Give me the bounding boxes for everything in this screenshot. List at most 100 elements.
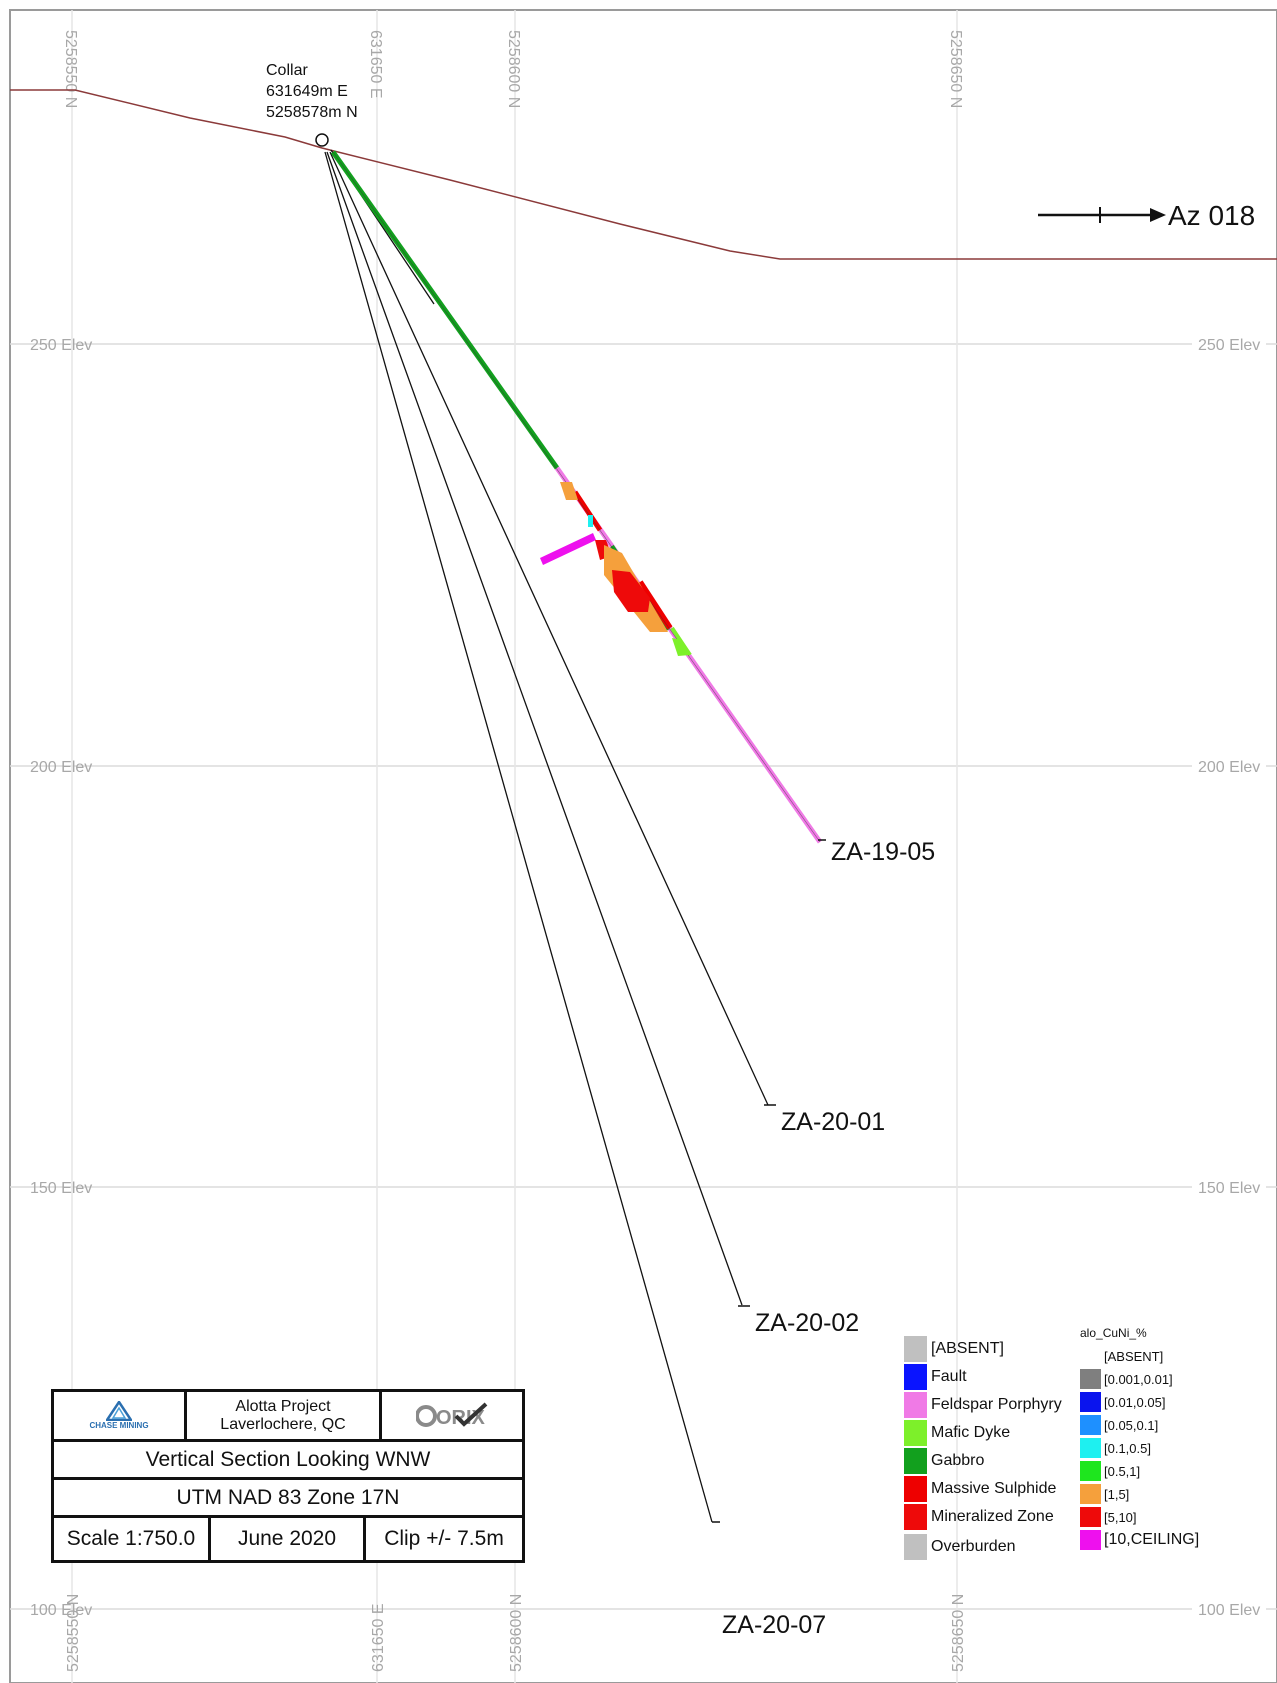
assay-swatch bbox=[1080, 1461, 1101, 1481]
assay-legend-label: [ABSENT] bbox=[1104, 1348, 1164, 1364]
northing-label-5258600-top: 5258600 N bbox=[505, 30, 522, 108]
scale-cell: Scale 1:750.0 bbox=[54, 1518, 211, 1560]
elev-label-100-left: 100 Elev bbox=[30, 1602, 92, 1619]
elevation-labels-left: 250 Elev 200 Elev 150 Elev 100 Elev bbox=[30, 337, 92, 1619]
project-name: Alotta Project bbox=[235, 1397, 331, 1415]
assay-legend-item: [0.1,0.5] bbox=[1080, 1438, 1151, 1458]
lith-legend-label: Mineralized Zone bbox=[931, 1508, 1054, 1525]
section-frame bbox=[9, 9, 1277, 1683]
lith-legend-label: Massive Sulphide bbox=[931, 1480, 1057, 1497]
assay-swatch bbox=[1080, 1484, 1101, 1504]
northing-labels-bottom: 5258550 N 631650 E 5258600 N 5258650 N bbox=[65, 1594, 967, 1672]
collar-easting: 631649m E bbox=[266, 83, 348, 100]
trace-za-20-07 bbox=[324, 151, 713, 1523]
assay-swatch bbox=[1080, 1438, 1101, 1458]
elev-label-100-right: 100 Elev bbox=[1198, 1602, 1260, 1619]
project-location: Laverlochere, QC bbox=[220, 1415, 346, 1433]
lith-swatch bbox=[904, 1534, 927, 1560]
date-cell: June 2020 bbox=[211, 1518, 366, 1560]
northing-label-5258650-bottom: 5258650 N bbox=[950, 1594, 967, 1672]
assay-interval-1-5 bbox=[560, 482, 578, 500]
lith-swatch bbox=[904, 1336, 927, 1362]
lith-swatch bbox=[904, 1504, 927, 1530]
topography-line bbox=[10, 89, 1277, 260]
collar-icon bbox=[315, 133, 329, 147]
elev-label-150-right: 150 Elev bbox=[1198, 1180, 1260, 1197]
company-logo-text: CHASE MINING bbox=[89, 1421, 149, 1430]
collar-label: Collar bbox=[266, 62, 308, 79]
hole-label-za-20-07: ZA-20-07 bbox=[722, 1611, 826, 1639]
assay-legend-label: [0.5,1] bbox=[1104, 1463, 1141, 1479]
assay-swatch bbox=[1080, 1392, 1101, 1412]
northing-label-5258550-top: 5258550 N bbox=[62, 30, 79, 108]
easting-label-631650-top: 631650 E bbox=[367, 30, 384, 99]
lith-swatch bbox=[904, 1448, 927, 1474]
company-logo: CHASE MINING bbox=[54, 1392, 187, 1439]
assay-legend-item: [10,CEILING] bbox=[1080, 1530, 1199, 1550]
project-cell: Alotta Project Laverlochere, QC bbox=[187, 1392, 382, 1439]
lith-swatch bbox=[904, 1364, 927, 1390]
azimuth-arrow: Az 018 bbox=[1038, 200, 1255, 231]
title-block-row-4: Scale 1:750.0 June 2020 Clip +/- 7.5m bbox=[54, 1518, 522, 1560]
northing-label-5258600-bottom: 5258600 N bbox=[508, 1594, 525, 1672]
lith-legend-label: Feldspar Porphyry bbox=[931, 1396, 1062, 1413]
partner-logo: ORIX bbox=[382, 1392, 522, 1439]
lith-legend-label: Fault bbox=[931, 1368, 967, 1385]
trace-za-20-01 bbox=[329, 151, 769, 1106]
title-block-row-3: UTM NAD 83 Zone 17N bbox=[54, 1480, 522, 1518]
assay-swatch bbox=[1080, 1507, 1101, 1527]
elev-label-150-left: 150 Elev bbox=[30, 1180, 92, 1197]
lith-legend-item: Overburden bbox=[904, 1534, 1016, 1560]
assay-swatch bbox=[1080, 1346, 1101, 1366]
lith-legend-label: [ABSENT] bbox=[931, 1340, 1004, 1357]
orix-logo-icon: ORIX bbox=[416, 1402, 488, 1429]
assay-legend-label: [10,CEILING] bbox=[1104, 1531, 1200, 1548]
assay-legend-item: [ABSENT] bbox=[1080, 1346, 1163, 1366]
lith-legend-item: Gabbro bbox=[904, 1448, 984, 1474]
assay-legend-item: [0.01,0.05] bbox=[1080, 1392, 1165, 1412]
collar-northing: 5258578m N bbox=[266, 104, 358, 121]
collar-marker: Collar 631649m E 5258578m N bbox=[266, 62, 358, 147]
assay-legend-label: [5,10] bbox=[1104, 1509, 1137, 1525]
lithology-legend: [ABSENT] Fault Feldspar Porphyry Mafic D… bbox=[904, 1336, 1084, 1568]
trace-za-20-02 bbox=[326, 151, 743, 1306]
lith-swatch bbox=[904, 1420, 927, 1446]
hole-label-za-20-01: ZA-20-01 bbox=[781, 1108, 885, 1136]
northing-label-5258650-top: 5258650 N bbox=[947, 30, 964, 108]
assay-legend-label: [0.01,0.05] bbox=[1104, 1394, 1166, 1410]
northing-label-5258550-bottom: 5258550 N bbox=[65, 1594, 82, 1672]
hole-label-za-20-02: ZA-20-02 bbox=[755, 1309, 859, 1337]
elevation-gridlines bbox=[10, 343, 1277, 1610]
assay-legend-item: [0.05,0.1] bbox=[1080, 1415, 1158, 1435]
assay-legend-title: alo_CuNi_% bbox=[1080, 1326, 1147, 1340]
assay-swatch bbox=[1080, 1369, 1101, 1389]
elev-label-200-left: 200 Elev bbox=[30, 759, 92, 776]
section-description: Vertical Section Looking WNW bbox=[145, 1447, 431, 1471]
elev-label-250-left: 250 Elev bbox=[30, 337, 92, 354]
elev-label-250-right: 250 Elev bbox=[1198, 337, 1260, 354]
lith-swatch bbox=[904, 1476, 927, 1502]
lith-legend-label: Mafic Dyke bbox=[931, 1424, 1011, 1441]
easting-label-631650-bottom: 631650 E bbox=[370, 1603, 387, 1672]
clip-cell: Clip +/- 7.5m bbox=[384, 1527, 504, 1550]
assay-legend-label: [0.1,0.5] bbox=[1104, 1440, 1151, 1456]
assay-legend-item: [1,5] bbox=[1080, 1484, 1129, 1504]
drill-hole-labels: ZA-19-05 ZA-20-01 ZA-20-02 ZA-20-07 bbox=[722, 838, 935, 1639]
assay-legend-item: [0.001,0.01] bbox=[1080, 1369, 1173, 1389]
assay-interval-magenta bbox=[540, 533, 596, 565]
lith-legend-item: Mafic Dyke bbox=[904, 1420, 1010, 1446]
assay-legend-label: [0.05,0.1] bbox=[1104, 1417, 1159, 1433]
drill-hole-traces bbox=[324, 149, 776, 1523]
lith-legend-item: [ABSENT] bbox=[904, 1336, 1004, 1362]
projection-description: UTM NAD 83 Zone 17N bbox=[176, 1485, 400, 1509]
assay-swatch bbox=[1080, 1415, 1101, 1435]
chase-mining-logo-icon bbox=[106, 1401, 132, 1421]
assay-legend-label: [1,5] bbox=[1104, 1486, 1130, 1502]
lith-swatch bbox=[904, 1392, 927, 1418]
lith-legend-item: Fault bbox=[904, 1364, 967, 1390]
assay-legend: alo_CuNi_% [ABSENT] [0.001,0.01] [0.01,0… bbox=[1080, 1326, 1270, 1558]
assay-legend-item: [5,10] bbox=[1080, 1507, 1137, 1527]
trace-za-19-05 bbox=[330, 150, 826, 844]
lith-legend-item: Feldspar Porphyry bbox=[904, 1392, 1062, 1418]
